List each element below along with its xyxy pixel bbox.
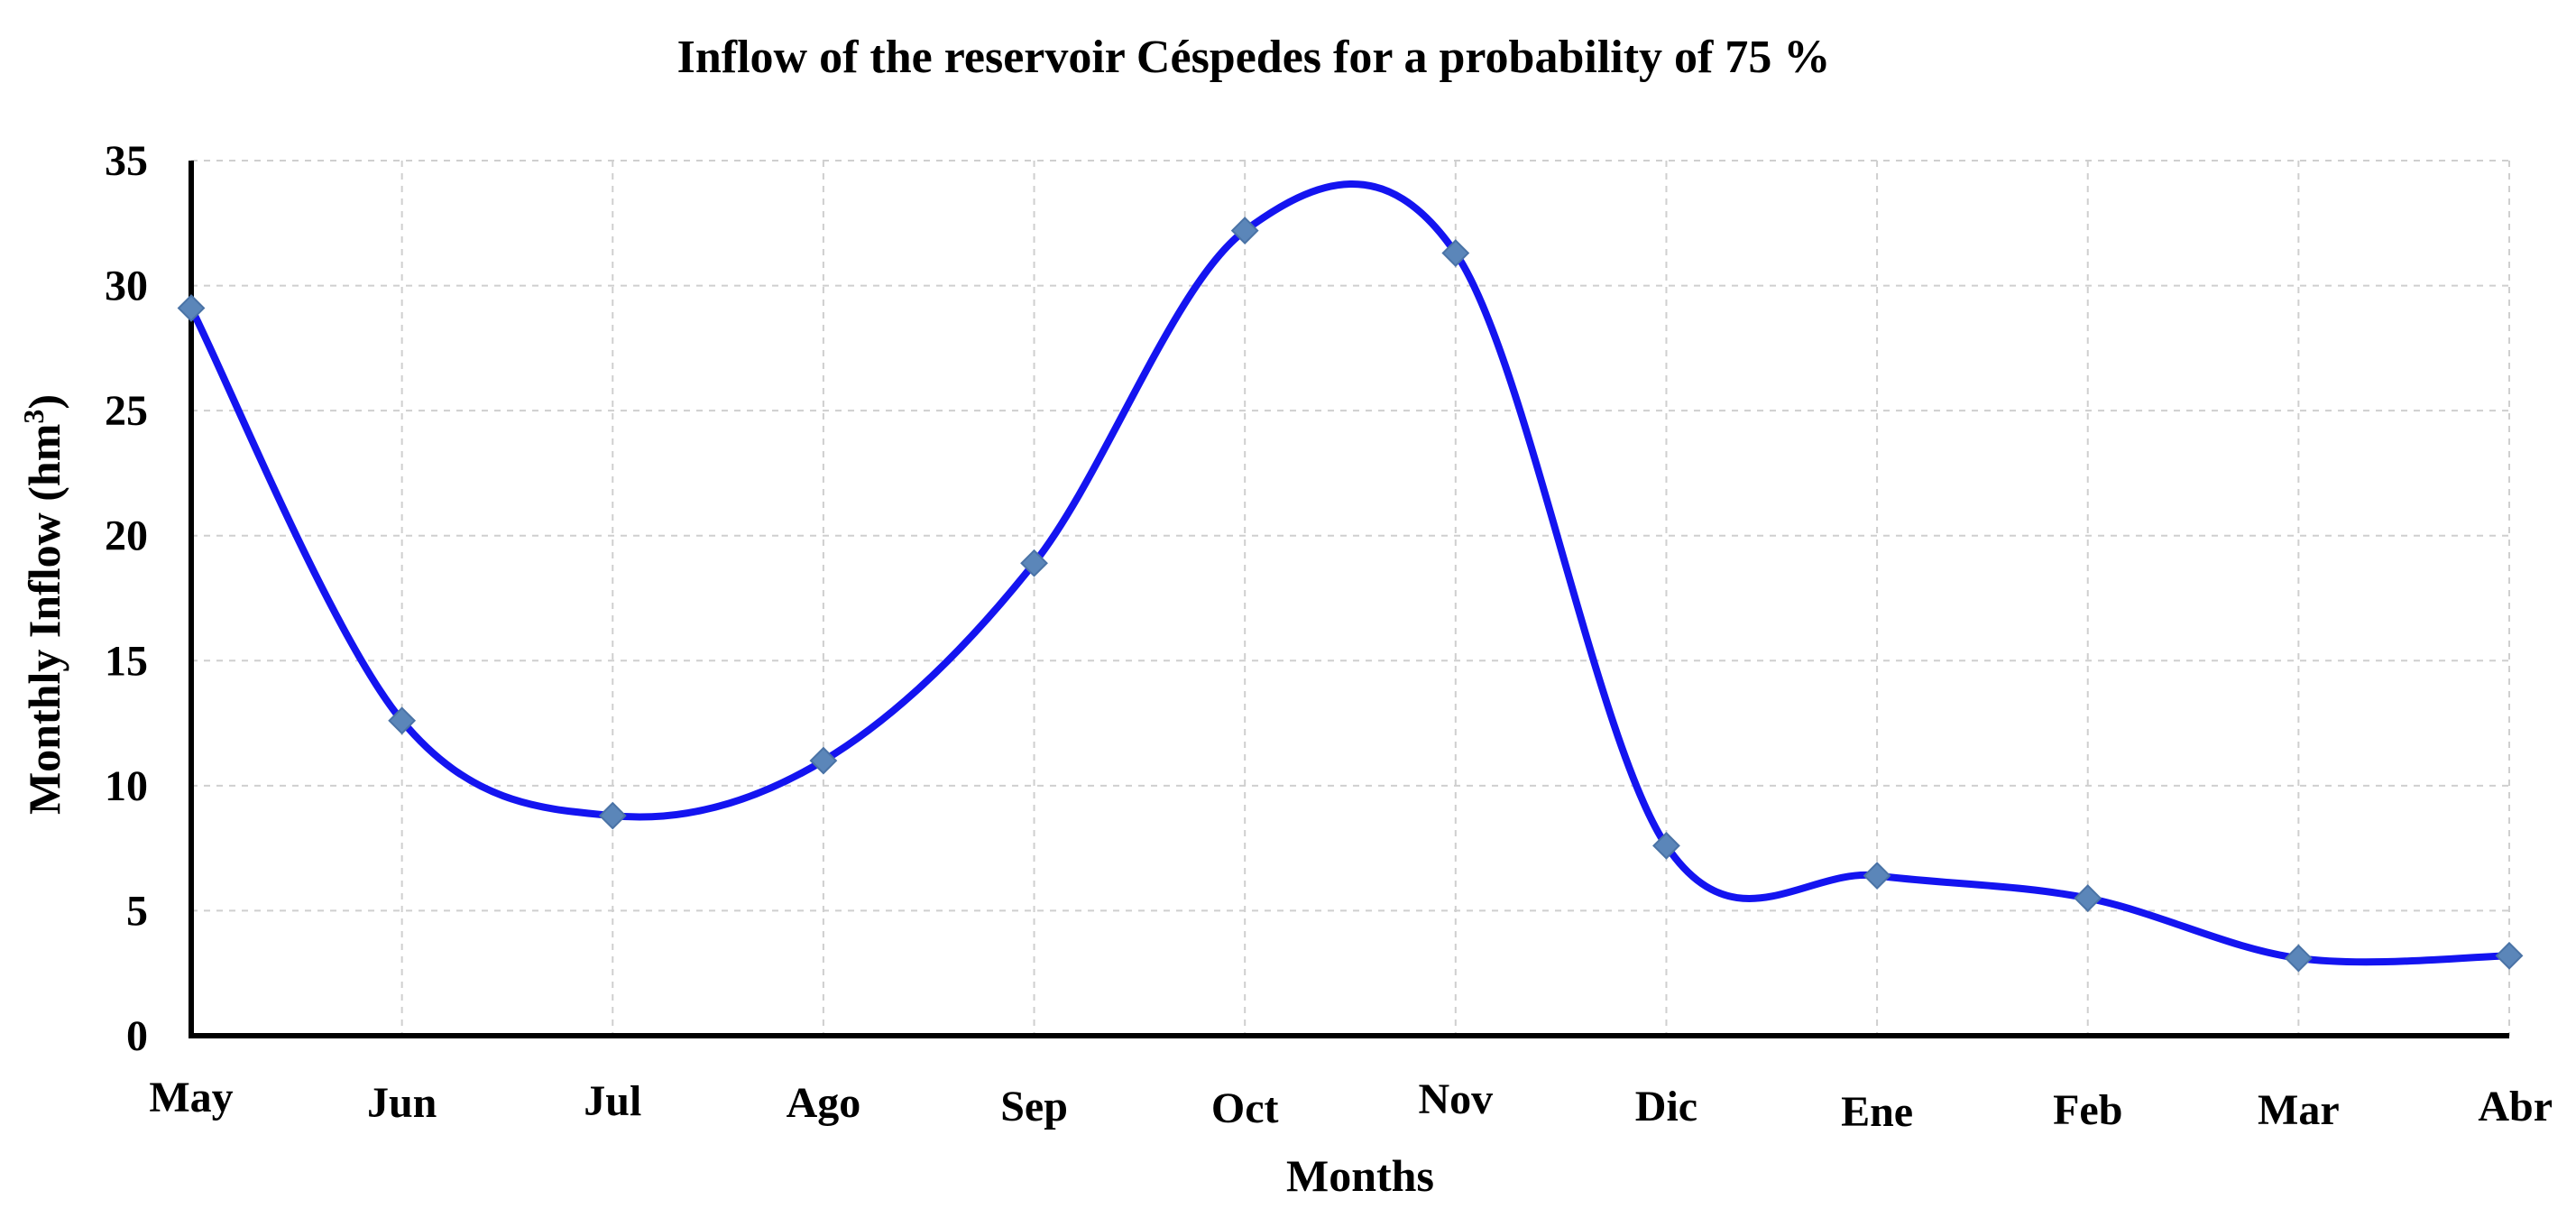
data-point-feb: [2074, 884, 2102, 912]
x-tick-label: Abr: [2478, 1083, 2553, 1130]
series-layer: [177, 180, 2524, 973]
x-tick-label: Mar: [2258, 1086, 2340, 1134]
data-point-abr: [2495, 941, 2524, 970]
data-point-mar: [2284, 944, 2313, 973]
x-tick-label: Sep: [1000, 1083, 1068, 1130]
data-point-jun: [388, 706, 417, 735]
x-tick-label: May: [149, 1074, 233, 1121]
x-tick-label: Dic: [1635, 1083, 1697, 1130]
data-point-ene: [1863, 862, 1891, 890]
y-tick-label: 10: [105, 762, 148, 810]
axes: [189, 161, 2509, 1038]
data-point-oct: [1230, 217, 1259, 245]
data-point-may: [177, 294, 206, 322]
y-tick-label: 20: [105, 512, 148, 560]
data-point-sep: [1020, 549, 1048, 577]
grid-lines: [191, 160, 2510, 1036]
x-tick-label: Feb: [2053, 1086, 2122, 1134]
y-axis-title-superscript: 3: [17, 410, 50, 424]
y-tick-label: 30: [105, 263, 148, 310]
y-axis-title: Monthly Inflow (hm3): [17, 394, 69, 815]
data-point-dic: [1652, 831, 1680, 860]
x-tick-label: Jul: [584, 1077, 641, 1125]
y-tick-label: 25: [105, 387, 148, 435]
y-tick-label: 0: [126, 1012, 148, 1060]
x-tick-label: Oct: [1211, 1084, 1279, 1132]
data-point-ago: [809, 746, 838, 775]
inflow-series-line: [188, 180, 2513, 966]
x-tick-label: Ago: [787, 1079, 861, 1127]
y-tick-label: 5: [126, 887, 148, 935]
chart-title: Inflow of the reservoir Céspedes for a p…: [677, 32, 1831, 83]
y-tick-label: 15: [105, 637, 148, 685]
x-tick-label: Jun: [367, 1079, 437, 1127]
y-axis-title-close: ): [19, 394, 69, 410]
x-tick-label: Ene: [1841, 1088, 1913, 1136]
data-point-nov: [1441, 239, 1470, 267]
x-axis-title: Months: [1286, 1150, 1434, 1201]
y-axis-title-main: Monthly Inflow (hm: [19, 424, 69, 815]
tick-labels: 0 5 10 15 20 25 30 35 May Jun Jul Ago Sep Oct Nov Dic En…: [105, 137, 2553, 1136]
y-tick-label: 35: [105, 137, 148, 185]
data-point-jul: [598, 801, 627, 830]
x-tick-label: Nov: [1418, 1075, 1493, 1123]
